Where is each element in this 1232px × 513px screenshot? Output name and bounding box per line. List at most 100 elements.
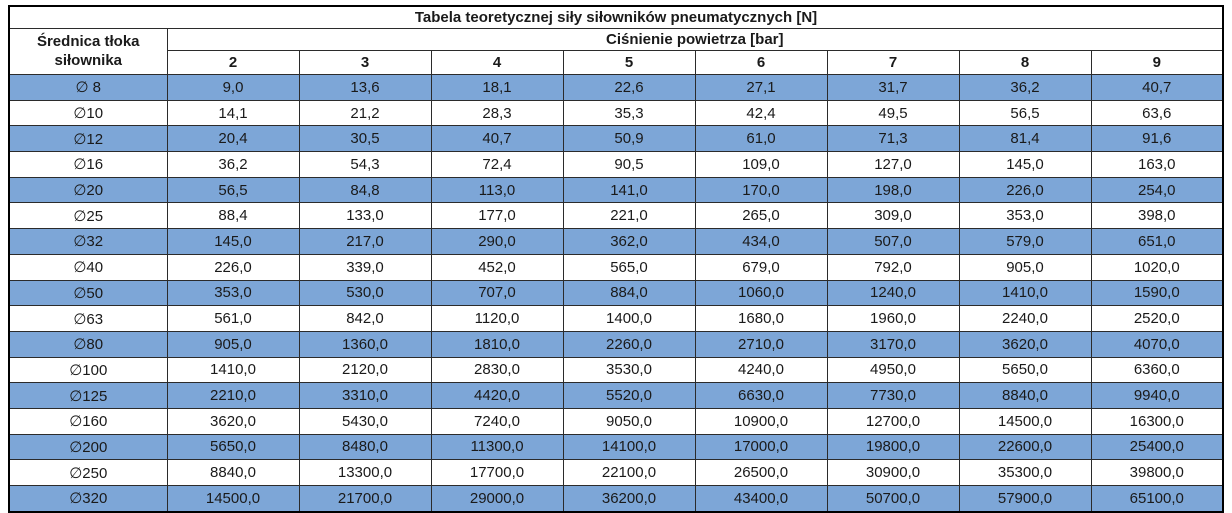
force-value-cell: 90,5 bbox=[562, 151, 696, 178]
force-value-cell: 22100,0 bbox=[562, 459, 696, 486]
diameter-cell: ∅25 bbox=[8, 202, 168, 230]
force-value-cell: 12700,0 bbox=[826, 407, 960, 435]
force-value-cell: 226,0 bbox=[958, 176, 1092, 204]
force-value-cell: 109,0 bbox=[694, 151, 828, 178]
force-value-cell: 339,0 bbox=[298, 253, 432, 281]
force-value-cell: 4070,0 bbox=[1090, 330, 1224, 358]
force-value-cell: 145,0 bbox=[166, 228, 300, 255]
force-value-cell: 56,5 bbox=[166, 176, 300, 204]
diameter-cell: ∅125 bbox=[8, 382, 168, 409]
force-value-cell: 13300,0 bbox=[298, 459, 432, 486]
table-row: ∅40 226,0 339,0 452,0 565,0 679,0 792,0 905,0 10… bbox=[8, 253, 1224, 281]
force-value-cell: 2260,0 bbox=[562, 330, 696, 358]
force-value-cell: 61,0 bbox=[694, 125, 828, 153]
force-value-cell: 353,0 bbox=[958, 202, 1092, 230]
force-value-cell: 11300,0 bbox=[430, 433, 564, 461]
force-value-cell: 127,0 bbox=[826, 151, 960, 178]
force-value-cell: 39800,0 bbox=[1090, 459, 1224, 486]
force-value-cell: 21700,0 bbox=[298, 484, 432, 513]
group-header-row: Średnica tłoka siłownika Ciśnienie powie… bbox=[8, 28, 1224, 75]
table-row: ∅16 36,2 54,3 72,4 90,5 109,0 127,0 145,0 163,0 bbox=[8, 151, 1224, 178]
force-value-cell: 27,1 bbox=[694, 74, 828, 101]
diameter-cell: ∅80 bbox=[8, 330, 168, 358]
force-value-cell: 163,0 bbox=[1090, 151, 1224, 178]
force-value-cell: 36,2 bbox=[958, 74, 1092, 101]
force-value-cell: 88,4 bbox=[166, 202, 300, 230]
force-value-cell: 71,3 bbox=[826, 125, 960, 153]
force-value-cell: 49,5 bbox=[826, 99, 960, 127]
force-value-cell: 221,0 bbox=[562, 202, 696, 230]
pneumatic-force-table: Tabela teoretycznej siły siłowników pneu… bbox=[8, 5, 1225, 513]
force-value-cell: 29000,0 bbox=[430, 484, 564, 513]
pressure-column-header: 9 bbox=[1090, 50, 1224, 75]
force-value-cell: 1590,0 bbox=[1090, 279, 1224, 307]
table-title: Tabela teoretycznej siły siłowników pneu… bbox=[8, 5, 1224, 29]
force-value-cell: 84,8 bbox=[298, 176, 432, 204]
diameter-cell: ∅160 bbox=[8, 407, 168, 435]
pressure-column-header: 5 bbox=[562, 50, 696, 75]
force-value-cell: 22600,0 bbox=[958, 433, 1092, 461]
force-value-cell: 507,0 bbox=[826, 228, 960, 255]
force-value-cell: 9940,0 bbox=[1090, 382, 1224, 409]
force-value-cell: 9050,0 bbox=[562, 407, 696, 435]
force-value-cell: 1960,0 bbox=[826, 305, 960, 332]
force-value-cell: 884,0 bbox=[562, 279, 696, 307]
force-value-cell: 57900,0 bbox=[958, 484, 1092, 513]
table-row: ∅ 8 9,0 13,6 18,1 22,6 27,1 31,7 36,2 40,7 bbox=[8, 74, 1224, 101]
force-value-cell: 1410,0 bbox=[166, 356, 300, 384]
table-body: ∅ 8 9,0 13,6 18,1 22,6 27,1 31,7 36,2 40,7 ∅10 14,… bbox=[8, 74, 1224, 513]
force-value-cell: 42,4 bbox=[694, 99, 828, 127]
force-value-cell: 145,0 bbox=[958, 151, 1092, 178]
force-value-cell: 434,0 bbox=[694, 228, 828, 255]
table-row: ∅125 2210,0 3310,0 4420,0 5520,0 6630,0 7730,0… bbox=[8, 382, 1224, 409]
force-value-cell: 26500,0 bbox=[694, 459, 828, 486]
pressure-column-header: 6 bbox=[694, 50, 828, 75]
force-value-cell: 35,3 bbox=[562, 99, 696, 127]
force-value-cell: 452,0 bbox=[430, 253, 564, 281]
force-value-cell: 217,0 bbox=[298, 228, 432, 255]
force-value-cell: 1680,0 bbox=[694, 305, 828, 332]
force-value-cell: 1060,0 bbox=[694, 279, 828, 307]
force-value-cell: 14,1 bbox=[166, 99, 300, 127]
table-row: ∅200 5650,0 8480,0 11300,0 14100,0 17000,0 198… bbox=[8, 433, 1224, 461]
diameter-cell: ∅250 bbox=[8, 459, 168, 486]
force-value-cell: 65100,0 bbox=[1090, 484, 1224, 513]
force-value-cell: 5650,0 bbox=[958, 356, 1092, 384]
force-value-cell: 20,4 bbox=[166, 125, 300, 153]
force-value-cell: 16300,0 bbox=[1090, 407, 1224, 435]
pressure-column-header: 8 bbox=[958, 50, 1092, 75]
force-value-cell: 3620,0 bbox=[166, 407, 300, 435]
force-value-cell: 651,0 bbox=[1090, 228, 1224, 255]
force-value-cell: 9,0 bbox=[166, 74, 300, 101]
force-value-cell: 565,0 bbox=[562, 253, 696, 281]
force-value-cell: 3530,0 bbox=[562, 356, 696, 384]
table-row: ∅160 3620,0 5430,0 7240,0 9050,0 10900,0 12700… bbox=[8, 407, 1224, 435]
force-value-cell: 842,0 bbox=[298, 305, 432, 332]
force-value-cell: 1360,0 bbox=[298, 330, 432, 358]
force-value-cell: 905,0 bbox=[166, 330, 300, 358]
force-value-cell: 1810,0 bbox=[430, 330, 564, 358]
force-value-cell: 905,0 bbox=[958, 253, 1092, 281]
force-value-cell: 1120,0 bbox=[430, 305, 564, 332]
force-value-cell: 133,0 bbox=[298, 202, 432, 230]
force-value-cell: 28,3 bbox=[430, 99, 564, 127]
force-value-cell: 8840,0 bbox=[958, 382, 1092, 409]
force-value-cell: 679,0 bbox=[694, 253, 828, 281]
force-value-cell: 1240,0 bbox=[826, 279, 960, 307]
table-row: ∅320 14500,0 21700,0 29000,0 36200,0 43400,0 5… bbox=[8, 484, 1224, 513]
force-value-cell: 4950,0 bbox=[826, 356, 960, 384]
diameter-cell: ∅20 bbox=[8, 176, 168, 204]
force-value-cell: 2520,0 bbox=[1090, 305, 1224, 332]
force-value-cell: 22,6 bbox=[562, 74, 696, 101]
force-value-cell: 3310,0 bbox=[298, 382, 432, 409]
table-row: ∅32 145,0 217,0 290,0 362,0 434,0 507,0 579,0 65… bbox=[8, 228, 1224, 255]
force-value-cell: 398,0 bbox=[1090, 202, 1224, 230]
force-value-cell: 10900,0 bbox=[694, 407, 828, 435]
table-row: ∅25 88,4 133,0 177,0 221,0 265,0 309,0 353,0 398… bbox=[8, 202, 1224, 230]
force-value-cell: 5650,0 bbox=[166, 433, 300, 461]
force-value-cell: 19800,0 bbox=[826, 433, 960, 461]
force-value-cell: 40,7 bbox=[1090, 74, 1224, 101]
force-value-cell: 792,0 bbox=[826, 253, 960, 281]
force-value-cell: 56,5 bbox=[958, 99, 1092, 127]
